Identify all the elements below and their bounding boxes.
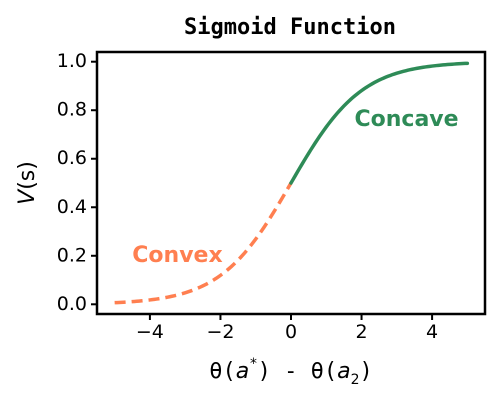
annotation-layer: Convex Concave	[132, 107, 458, 268]
x-tick-label: −4	[136, 321, 164, 343]
x-tick-label: 0	[285, 321, 297, 343]
x-tick-label: −2	[206, 321, 234, 343]
x-label-var-1: a	[236, 359, 249, 384]
chart-title: Sigmoid Function	[184, 15, 396, 40]
x-label-mid: ) - θ(	[258, 359, 337, 384]
series-line-concave	[289, 61, 470, 185]
x-label-sub-2: 2	[351, 372, 360, 388]
x-label-prefix-1: θ(	[209, 359, 236, 384]
y-axis-ticks: 0.0 0.2 0.4 0.6 0.8 1.0	[57, 50, 97, 315]
annotation-convex: Convex	[132, 243, 222, 268]
x-label-suffix: )	[360, 359, 373, 384]
x-axis-ticks: −4 −2 0 2 4	[136, 314, 438, 343]
y-axis-label: V(s)	[15, 161, 40, 205]
y-tick-label: 0.0	[57, 293, 87, 315]
y-tick-label: 1.0	[57, 50, 87, 72]
x-label-var-2: a	[337, 359, 350, 384]
x-tick-label: 4	[426, 321, 438, 343]
y-tick-label: 0.6	[57, 147, 87, 169]
y-tick-label: 0.2	[57, 244, 87, 266]
y-label-var: V	[15, 188, 40, 205]
annotation-concave: Concave	[354, 107, 458, 132]
y-tick-label: 0.8	[57, 99, 87, 121]
series-layer	[114, 61, 470, 305]
x-axis-label: θ(a*) - θ(a2)	[209, 356, 373, 388]
x-label-sup-1: *	[249, 356, 257, 372]
x-tick-label: 2	[355, 321, 367, 343]
y-label-arg: (s)	[15, 161, 40, 190]
y-tick-label: 0.4	[57, 196, 87, 218]
series-line-convex	[114, 182, 293, 305]
